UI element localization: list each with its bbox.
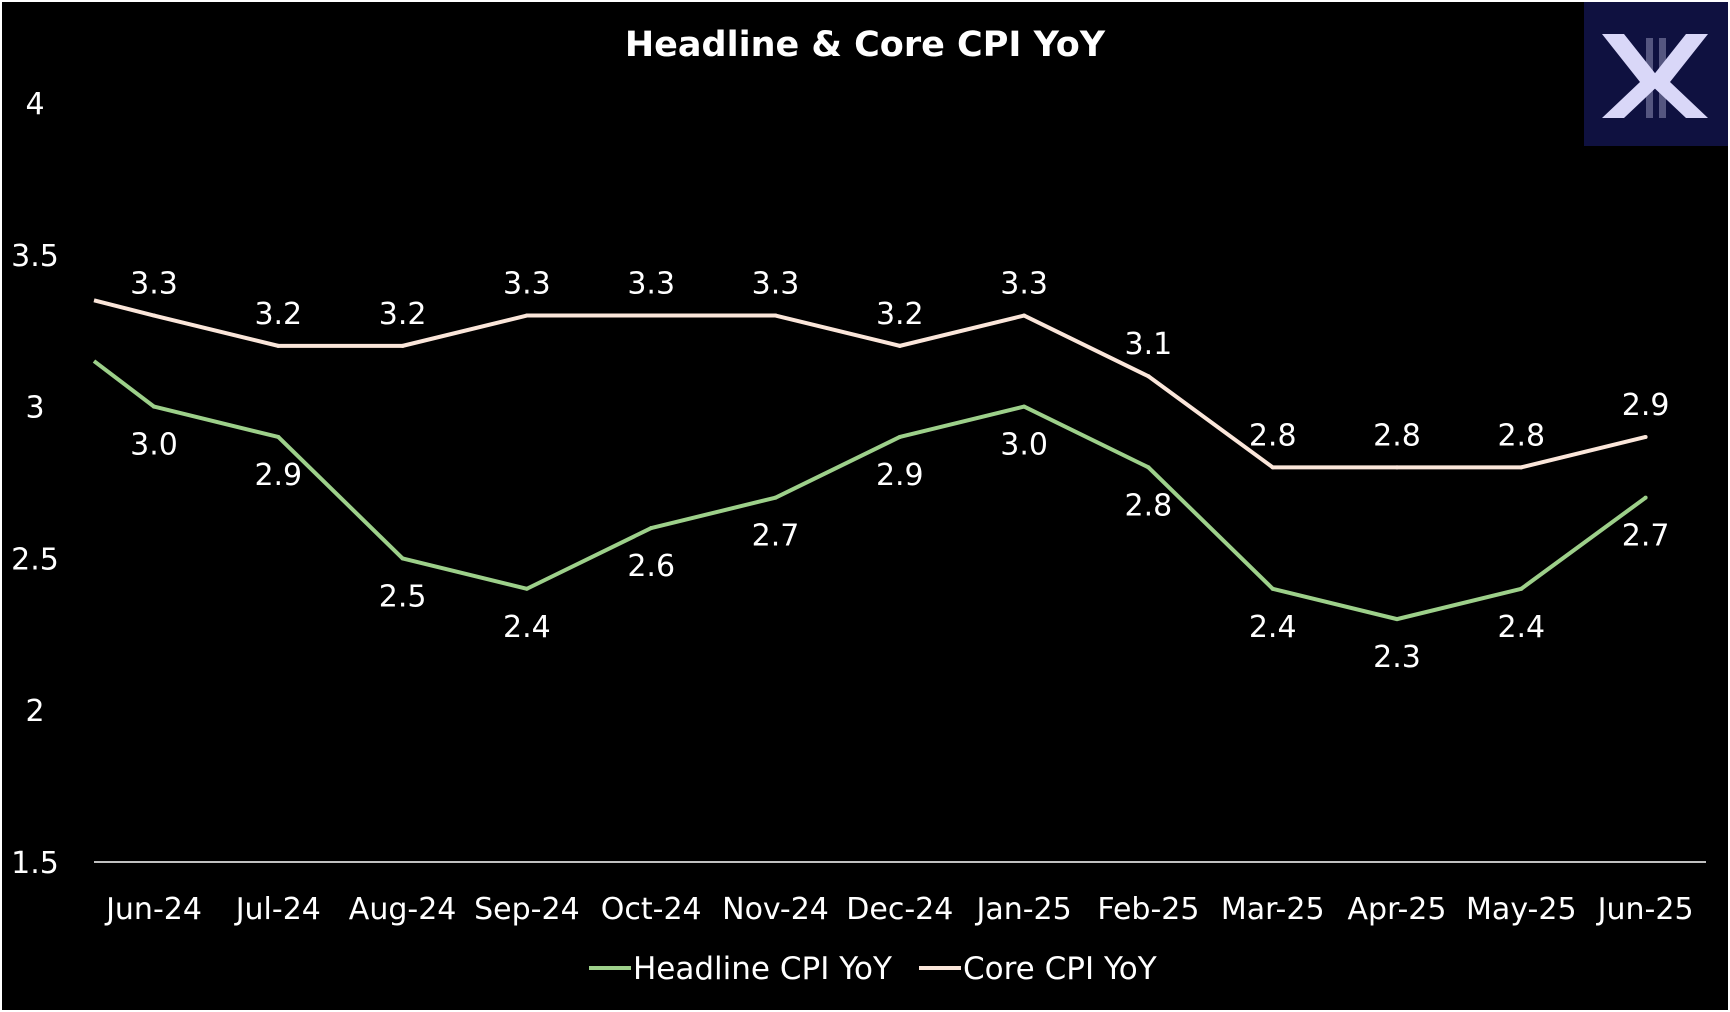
x-tick-label: Nov-24	[722, 892, 829, 927]
headline-cpi-line	[92, 359, 1647, 622]
headline-data-point	[524, 586, 529, 591]
y-tick-label: 4	[25, 87, 44, 122]
core-data-point	[1395, 465, 1399, 470]
core-data-label: 3.2	[876, 297, 924, 332]
headline-data-point	[897, 434, 902, 439]
headline-data-label: 2.5	[379, 579, 427, 614]
headline-data-point	[1643, 495, 1648, 500]
headline-data-point	[276, 434, 281, 439]
core-data-point	[1022, 313, 1027, 318]
headline-data-label: 3.0	[130, 428, 178, 463]
x-tick-label: Jun-24	[104, 892, 202, 927]
headline-data-point	[1270, 586, 1275, 591]
headline-data-point	[649, 526, 654, 531]
headline-data-point	[400, 556, 405, 561]
x-tick-label: Dec-24	[846, 892, 953, 927]
core-cpi-line	[93, 298, 1647, 470]
core-data-point	[1519, 465, 1524, 470]
headline-data-point	[1146, 465, 1151, 470]
core-data-point	[897, 343, 902, 348]
y-tick-label: 2.5	[11, 542, 59, 577]
headline-data-label: 2.9	[254, 458, 302, 493]
x-tick-label: Aug-24	[349, 892, 457, 927]
x-tick-label: Apr-25	[1348, 892, 1447, 927]
headline-data-label: 2.6	[627, 549, 675, 584]
headline-data-label: 2.4	[503, 610, 551, 645]
x-tick-label: Oct-24	[601, 892, 702, 927]
core-data-point	[276, 343, 281, 348]
x-tick-label: Jan-25	[974, 892, 1071, 927]
data-labels: 3.0 2.9 2.5 2.4 2.6 2.7 2.9 3.0 2.8 2.4 2.3 2.4 2.7 3…	[130, 267, 1669, 676]
x-tick-label: May-25	[1466, 892, 1577, 927]
core-data-label: 3.3	[503, 267, 551, 302]
y-axis-tick-labels: 1.5 2 2.5 3 3.5 4	[11, 87, 59, 881]
headline-data-label: 2.7	[1622, 519, 1670, 554]
core-data-point	[1270, 465, 1275, 470]
headline-data-point	[773, 495, 778, 500]
core-data-label: 3.3	[752, 267, 800, 302]
core-data-point	[152, 313, 156, 318]
headline-data-point	[152, 404, 156, 409]
x-tick-label: Sep-24	[474, 892, 580, 927]
brand-logo	[1584, 2, 1728, 146]
core-data-point	[524, 313, 529, 318]
x-tick-label: Feb-25	[1097, 892, 1199, 927]
core-data-label: 3.3	[1000, 267, 1048, 302]
core-data-label: 3.3	[627, 267, 675, 302]
core-data-label: 3.2	[254, 297, 302, 332]
core-data-label: 2.9	[1622, 388, 1670, 423]
headline-data-label: 2.7	[752, 519, 800, 554]
legend: Headline CPI YoY Core CPI YoY	[589, 951, 1157, 987]
headline-data-label: 2.3	[1373, 640, 1421, 675]
chart-title: Headline & Core CPI YoY	[625, 25, 1106, 65]
y-tick-label: 2	[25, 694, 44, 729]
core-data-label: 2.8	[1249, 418, 1297, 453]
headline-data-point	[1395, 617, 1399, 622]
legend-label-headline: Headline CPI YoY	[633, 951, 892, 987]
core-data-point	[400, 343, 405, 348]
headline-data-point	[1519, 586, 1524, 591]
headline-data-label: 2.8	[1125, 488, 1173, 523]
core-data-label: 2.8	[1497, 418, 1545, 453]
headline-data-label: 2.4	[1249, 610, 1297, 645]
headline-data-label: 2.9	[876, 458, 924, 493]
headline-data-label: 2.4	[1497, 610, 1545, 645]
headline-data-point	[1022, 404, 1027, 409]
series-lines	[92, 298, 1648, 622]
headline-data-label: 3.0	[1000, 428, 1048, 463]
core-data-label: 3.1	[1125, 327, 1173, 362]
x-logo-icon	[1602, 34, 1708, 118]
y-tick-label: 3.5	[11, 239, 59, 274]
core-data-point	[1146, 374, 1151, 379]
legend-label-core: Core CPI YoY	[963, 951, 1157, 987]
core-data-point	[649, 313, 654, 318]
core-data-label: 2.8	[1373, 418, 1421, 453]
core-data-label: 3.3	[130, 267, 178, 302]
x-tick-label: Jul-24	[234, 892, 321, 927]
y-tick-label: 3	[25, 391, 44, 426]
x-axis-tick-labels: Jun-24 Jul-24 Aug-24 Sep-24 Oct-24 Nov-24 Dec-…	[104, 892, 1693, 927]
core-data-label: 3.2	[379, 297, 427, 332]
core-data-point	[1643, 434, 1648, 439]
core-data-point	[773, 313, 778, 318]
y-tick-label: 1.5	[11, 846, 59, 881]
x-tick-label: Jun-25	[1596, 892, 1694, 927]
x-tick-label: Mar-25	[1221, 892, 1325, 927]
